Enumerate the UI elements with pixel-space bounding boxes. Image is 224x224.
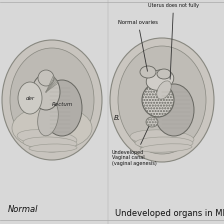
- Ellipse shape: [42, 80, 82, 136]
- Ellipse shape: [38, 70, 54, 86]
- Ellipse shape: [146, 117, 158, 127]
- Ellipse shape: [110, 38, 214, 162]
- Ellipse shape: [10, 48, 94, 152]
- Text: Normal ovaries: Normal ovaries: [118, 19, 158, 71]
- Ellipse shape: [135, 137, 193, 149]
- Text: der: der: [26, 95, 34, 101]
- Text: Rectum: Rectum: [51, 101, 73, 106]
- Text: Uterus does not fully: Uterus does not fully: [148, 2, 199, 79]
- Ellipse shape: [12, 106, 92, 150]
- Ellipse shape: [130, 130, 194, 146]
- Ellipse shape: [140, 66, 156, 78]
- Ellipse shape: [142, 83, 174, 117]
- Ellipse shape: [140, 144, 192, 152]
- Ellipse shape: [17, 130, 77, 146]
- Text: Undeveloped
Vaginal canal
(vaginal agenesis): Undeveloped Vaginal canal (vaginal agene…: [112, 127, 157, 166]
- Ellipse shape: [18, 82, 42, 114]
- Text: Normal: Normal: [8, 205, 39, 215]
- Ellipse shape: [157, 81, 171, 99]
- Ellipse shape: [157, 69, 171, 79]
- Ellipse shape: [32, 74, 60, 110]
- Ellipse shape: [38, 100, 58, 136]
- Text: B.: B.: [114, 115, 121, 121]
- Ellipse shape: [29, 144, 77, 152]
- Ellipse shape: [146, 70, 174, 90]
- Text: Undeveloped organs in MRKH: Undeveloped organs in MRKH: [115, 209, 224, 218]
- Ellipse shape: [154, 84, 194, 136]
- Ellipse shape: [118, 46, 206, 154]
- Ellipse shape: [2, 40, 102, 160]
- Ellipse shape: [23, 137, 77, 149]
